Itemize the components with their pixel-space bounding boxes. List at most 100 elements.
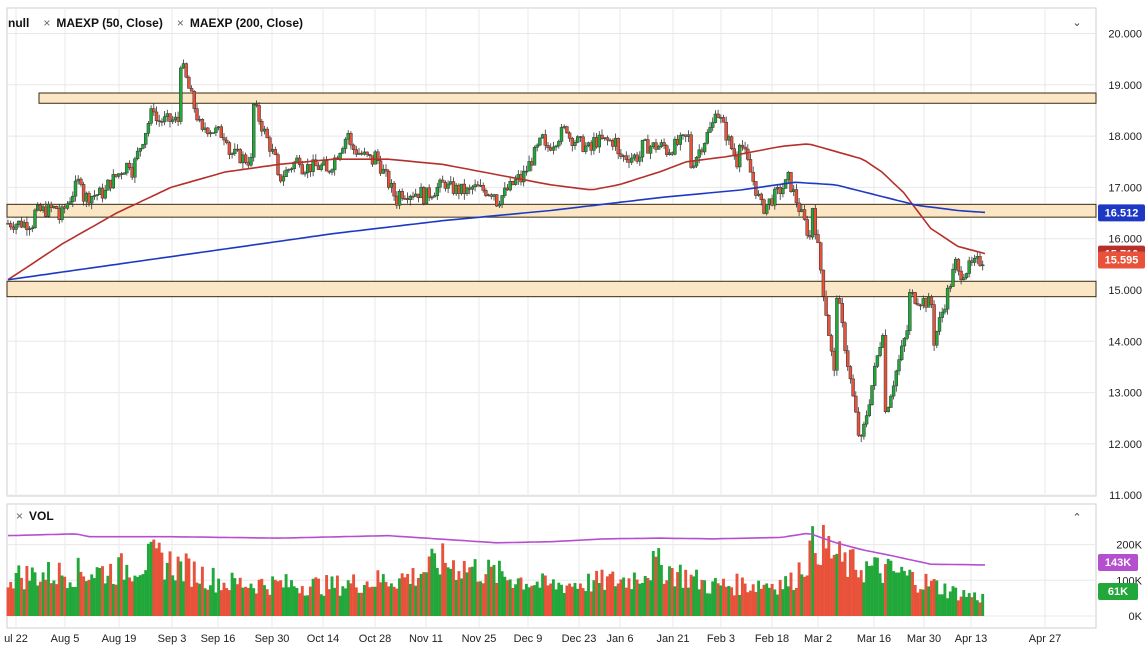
volume-bar — [71, 586, 75, 616]
volume-bar — [851, 549, 855, 616]
volume-bar — [946, 598, 950, 616]
volume-bar — [938, 594, 941, 616]
candle-body — [883, 335, 888, 413]
remove-volume-icon[interactable]: × — [16, 509, 24, 523]
volume-bar — [819, 565, 823, 616]
volume-bar — [209, 585, 212, 616]
candle-body — [9, 223, 13, 228]
volume-bar — [387, 586, 391, 616]
legend-ma50[interactable]: MAEXP (50, Close) — [56, 16, 163, 30]
volume-bar — [600, 569, 604, 616]
volume-bar — [824, 548, 828, 616]
volume-bar — [103, 583, 107, 616]
candle-body — [351, 144, 356, 150]
candle-body — [662, 142, 666, 146]
candle-body — [260, 121, 264, 132]
candle-body — [851, 378, 855, 397]
volume-last-badge — [1098, 583, 1138, 600]
volume-bar — [484, 574, 488, 616]
volume-bar — [271, 576, 275, 616]
volume-bar — [473, 559, 477, 616]
volume-bar — [470, 566, 474, 616]
volume-bar — [173, 580, 177, 616]
volume-bar — [805, 575, 809, 616]
x-tick-label: Apr 13 — [955, 633, 987, 645]
volume-bar — [225, 588, 229, 616]
legend-ma200[interactable]: MAEXP (200, Close) — [189, 16, 303, 30]
volume-bar — [28, 580, 32, 616]
candle-body — [192, 91, 197, 109]
volume-ma-badge — [1098, 554, 1138, 571]
remove-ma200-icon[interactable]: × — [176, 16, 184, 30]
volume-bar — [322, 595, 326, 616]
remove-ma50-icon[interactable]: × — [43, 16, 51, 30]
candle-body — [411, 195, 415, 198]
volume-bar — [784, 576, 788, 616]
candle-body — [273, 149, 278, 155]
candle-body — [729, 136, 734, 149]
candle-body — [554, 145, 558, 148]
candle-body — [981, 264, 985, 267]
candle-body — [95, 194, 99, 196]
candle-body — [54, 206, 59, 209]
volume-bar — [549, 583, 553, 616]
volume-bar — [794, 588, 798, 616]
candle-body — [187, 76, 191, 89]
ma200-price-badge-text: 16.512 — [1105, 207, 1139, 219]
candle-body — [967, 260, 971, 274]
volume-bar — [916, 592, 920, 616]
price-tick-label: 18.000 — [1108, 131, 1142, 143]
chevron-up-icon[interactable]: ⌃ — [1072, 512, 1082, 524]
volume-bar — [454, 579, 458, 616]
candle-body — [843, 322, 847, 351]
volume-bar — [803, 576, 806, 616]
candle-body — [945, 287, 950, 310]
chevron-down-icon[interactable]: ⌄ — [1072, 17, 1082, 29]
candle-body — [46, 203, 51, 217]
volume-bar — [308, 586, 312, 616]
candle-body — [689, 134, 693, 168]
candle-body — [49, 203, 53, 208]
volume-bar — [722, 578, 725, 616]
candle-body — [319, 164, 323, 170]
volume-bar — [897, 572, 901, 616]
volume-bar — [676, 572, 680, 616]
volume-bar — [130, 581, 134, 616]
volume-bar — [38, 581, 42, 616]
candle-body — [330, 169, 334, 173]
volume-bar — [811, 526, 815, 616]
volume-bar — [857, 577, 860, 616]
volume-bar — [759, 588, 763, 616]
volume-bar — [346, 580, 350, 616]
candle-body — [692, 165, 696, 168]
candle-body — [365, 151, 369, 155]
volume-bar — [524, 583, 528, 616]
candle-body — [546, 145, 550, 149]
volume-bar — [959, 596, 963, 616]
volume-bar — [430, 548, 434, 616]
candle-body — [141, 144, 145, 149]
volume-bar — [878, 573, 882, 616]
candle-body — [168, 113, 172, 122]
candle-body — [597, 134, 601, 148]
volume-bar — [519, 577, 523, 616]
volume-bar — [535, 581, 539, 616]
volume-bar — [260, 578, 264, 616]
volume-bar — [908, 569, 912, 616]
candle-body — [816, 234, 820, 243]
candle-body — [951, 268, 955, 287]
volume-bar — [379, 582, 383, 616]
volume-bar — [487, 559, 491, 616]
volume-bar — [362, 585, 366, 616]
volume-bar — [244, 586, 248, 616]
x-tick-label: Apr 27 — [1029, 633, 1061, 645]
volume-bar — [578, 583, 582, 616]
volume-bar — [492, 565, 496, 616]
volume-bar — [376, 570, 380, 616]
volume-bar — [87, 579, 91, 616]
candle-body — [705, 132, 709, 144]
candle-body — [338, 152, 342, 160]
volume-bar — [665, 580, 669, 616]
support-resistance-zone — [38, 92, 1097, 104]
